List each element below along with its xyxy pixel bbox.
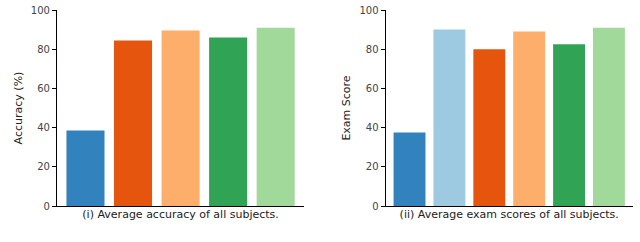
svg-text:40: 40: [37, 122, 50, 133]
svg-text:20: 20: [37, 161, 50, 172]
svg-text:80: 80: [366, 44, 379, 55]
svg-text:Accuracy (%): Accuracy (%): [12, 72, 25, 145]
svg-text:Exam Score: Exam Score: [340, 75, 353, 140]
svg-text:100: 100: [360, 5, 379, 16]
svg-text:60: 60: [366, 83, 379, 94]
svg-text:(ii) Average exam scores of al: (ii) Average exam scores of all subjects…: [400, 208, 619, 221]
svg-text:0: 0: [372, 201, 378, 212]
svg-text:60: 60: [37, 83, 50, 94]
svg-text:80: 80: [37, 44, 50, 55]
svg-text:20: 20: [366, 161, 379, 172]
svg-text:(i) Average accuracy of all su: (i) Average accuracy of all subjects.: [82, 208, 278, 221]
svg-text:100: 100: [31, 5, 50, 16]
svg-text:0: 0: [44, 201, 50, 212]
svg-text:40: 40: [366, 122, 379, 133]
